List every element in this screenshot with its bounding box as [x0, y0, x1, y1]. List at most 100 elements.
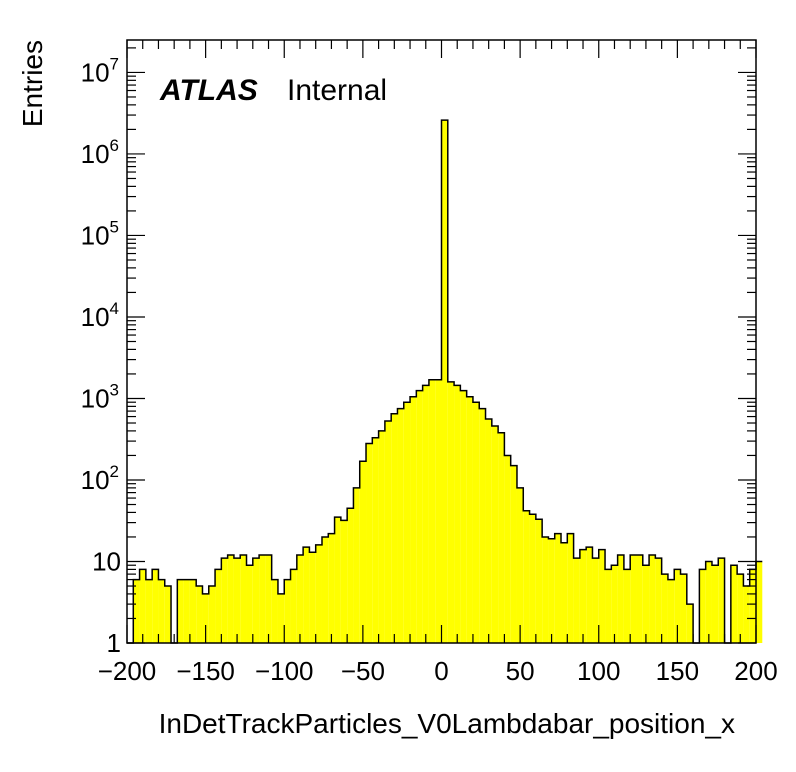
histogram-bar	[680, 574, 687, 643]
y-tick-label: 106	[81, 136, 119, 169]
histogram-bar	[686, 604, 694, 643]
x-axis-title: InDetTrackParticles_V0Lambdabar_position…	[159, 708, 735, 739]
histogram-bar	[252, 558, 260, 643]
histogram-bar	[246, 565, 253, 643]
histogram-bar	[479, 408, 486, 643]
histogram-bar	[542, 536, 549, 643]
histogram-bar	[579, 549, 587, 643]
histogram-bar	[711, 565, 719, 643]
histogram-bar	[674, 569, 681, 643]
histogram-bar	[705, 561, 712, 643]
histogram-bar	[630, 555, 637, 643]
histogram-bar	[523, 510, 530, 643]
histogram-bar	[661, 574, 668, 643]
histogram-bar	[422, 385, 429, 643]
histogram-bar	[756, 561, 763, 643]
histogram-bar	[164, 586, 172, 643]
histogram-bar	[730, 565, 738, 643]
histogram-bar	[561, 542, 568, 643]
histogram-bar	[718, 558, 725, 643]
histogram-bar	[573, 558, 580, 643]
x-tick-label: 100	[577, 656, 620, 686]
histogram-bar	[152, 569, 159, 643]
histogram-bar	[598, 549, 606, 643]
histogram-bar	[139, 569, 146, 643]
histogram-bar	[592, 558, 599, 643]
histogram-bar	[586, 547, 593, 643]
histogram-bar	[667, 579, 675, 643]
histogram-bar	[353, 487, 360, 643]
histogram-bar	[749, 569, 756, 643]
histogram-bar	[649, 555, 656, 643]
histogram-bar	[460, 390, 467, 643]
y-tick-label: 105	[81, 217, 119, 250]
y-tick-label: 103	[81, 380, 119, 413]
histogram-bar	[347, 508, 354, 643]
histogram-bar	[290, 569, 297, 643]
histogram-bar	[240, 555, 247, 643]
histogram-bar	[321, 536, 329, 643]
histogram-bar	[466, 396, 473, 643]
atlas-label: ATLAS	[159, 74, 258, 107]
histogram-bar	[328, 533, 335, 643]
histogram-outline	[127, 119, 763, 644]
histogram-bar	[548, 538, 555, 643]
x-tick-label: 200	[734, 656, 777, 686]
x-tick-labels: −200 −150 −100 −50 0 50 100 150 200	[98, 656, 778, 686]
y-tick-label: 102	[81, 462, 119, 495]
histogram-bar	[202, 593, 209, 643]
histogram-bar	[315, 544, 322, 643]
x-tick-label: −50	[341, 656, 385, 686]
histogram-bar	[397, 408, 404, 643]
histogram-bar	[636, 555, 643, 643]
histogram-bar	[428, 379, 436, 643]
histogram-bar	[655, 558, 662, 643]
x-tick-label: −150	[176, 656, 235, 686]
x-tick-label: 150	[656, 656, 699, 686]
histogram-bar	[605, 569, 612, 643]
x-tick-label: 50	[506, 656, 535, 686]
histogram-bar	[208, 586, 216, 643]
histogram-bar	[743, 586, 750, 643]
histogram-bar	[378, 430, 385, 643]
x-tick-label: −100	[255, 656, 314, 686]
histogram-bar	[491, 425, 499, 643]
histogram-bar	[529, 514, 536, 643]
histogram-bar	[221, 558, 228, 643]
histogram-bar	[133, 579, 140, 643]
histogram-bar	[535, 519, 543, 643]
y-tick-label: 107	[81, 54, 119, 87]
histogram-bar	[303, 547, 310, 643]
histogram-bar	[410, 396, 417, 643]
histogram-bar	[271, 579, 278, 643]
histogram-bar	[642, 565, 650, 643]
histogram-bar	[189, 579, 197, 643]
histogram-bar	[277, 593, 285, 643]
histogram-bar	[145, 579, 153, 643]
histogram-bar	[447, 381, 455, 643]
histogram-bar	[227, 555, 234, 643]
y-tick-label: 1	[107, 628, 121, 658]
histogram-bar	[416, 390, 423, 643]
y-tick-label: 104	[81, 299, 119, 332]
x-tick-label: −200	[98, 656, 157, 686]
histogram-bar	[498, 432, 505, 643]
histogram-bar	[265, 555, 272, 643]
histogram-bar	[516, 487, 524, 643]
histogram-bar	[554, 533, 562, 643]
histogram-bar	[309, 552, 316, 643]
x-tick-label: 0	[434, 656, 448, 686]
histogram-bar	[454, 385, 461, 643]
histogram-bars	[133, 120, 763, 644]
histogram-bar	[403, 402, 411, 643]
histogram-bar	[441, 120, 448, 644]
histogram-bar	[472, 402, 480, 643]
histogram-bar	[567, 533, 574, 643]
histogram-bar	[510, 465, 517, 643]
histogram-bar	[183, 579, 190, 643]
histogram-bar	[359, 461, 367, 643]
histogram-bar	[611, 565, 618, 643]
histogram-bar	[699, 569, 706, 643]
histogram-bar	[372, 437, 379, 643]
